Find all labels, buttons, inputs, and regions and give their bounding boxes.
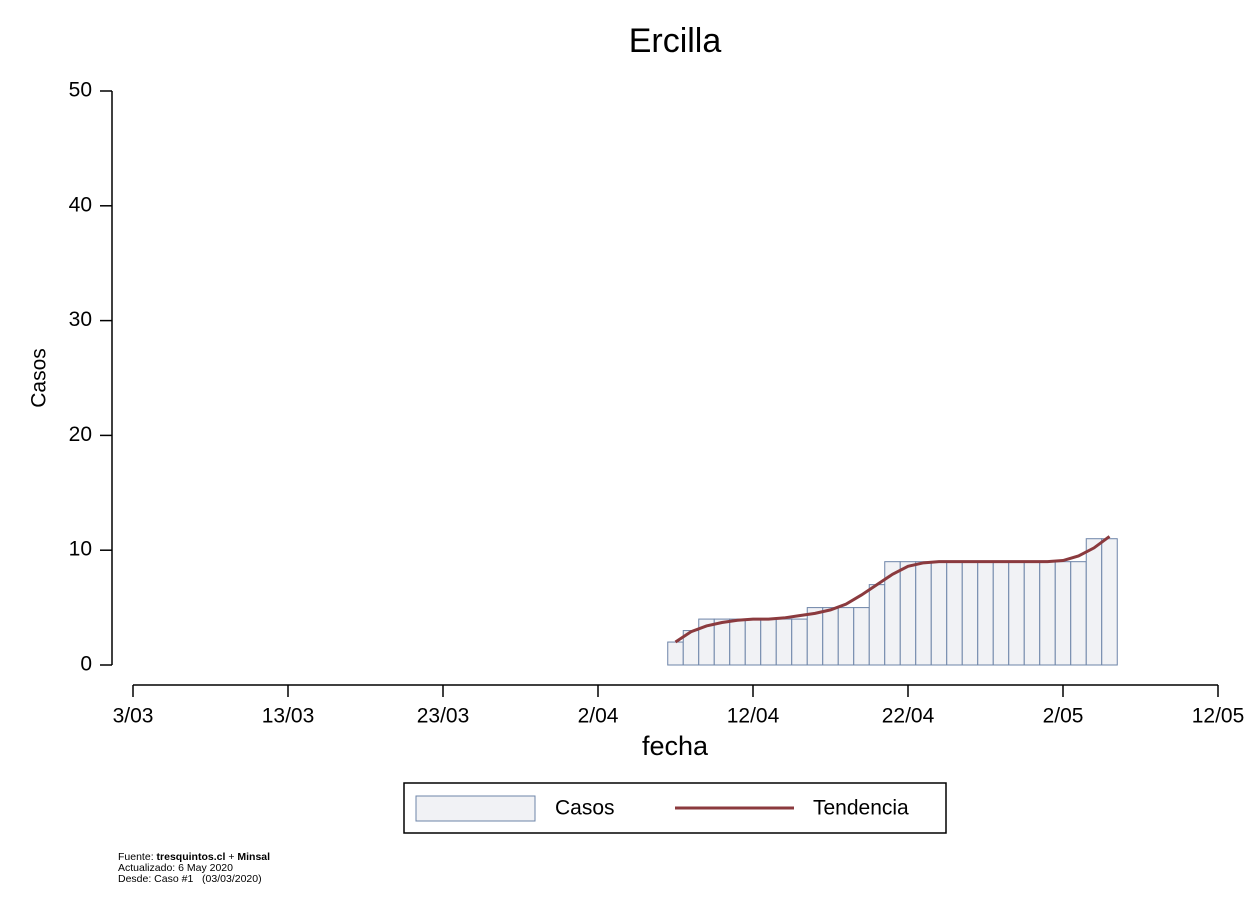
bar [1023,561,1041,666]
bar [744,618,762,666]
x-tick-label: 2/05 [1043,705,1084,728]
y-axis-label: Casos [28,348,51,408]
x-tick-label: 3/03 [113,705,154,728]
y-tick-label: 20 [69,423,92,446]
chart-title: Ercilla [629,22,722,60]
bar [729,618,746,666]
bar [977,561,994,666]
bar [1085,538,1103,666]
bar [868,584,886,666]
bar [806,607,824,666]
x-tick-label: 12/05 [1192,705,1245,728]
footer-text: tresquintos.cl [156,851,226,863]
x-tick-label: 23/03 [417,705,470,728]
bar [946,561,963,666]
legend-label: Tendencia [813,797,909,820]
bar [853,607,870,666]
footer-text: Minsal [237,851,271,863]
footer: Fuente: tresquintos.cl + Minsal Actualiz… [118,852,270,885]
x-axis-label: fecha [642,731,709,761]
y-tick-label: 10 [69,538,92,561]
bar [760,618,777,666]
bar [1008,561,1025,666]
bar [992,561,1010,666]
bar [837,607,855,666]
bar [1039,561,1056,666]
legend-label: Casos [555,797,615,820]
bar [930,561,948,666]
bar [775,618,793,666]
bar [1054,561,1072,666]
y-tick-label: 30 [69,308,92,331]
legend-swatch [415,795,536,822]
footer-source: Fuente: tresquintos.cl + Minsal [118,852,270,863]
bar [1101,538,1118,666]
x-tick-label: 13/03 [262,705,315,728]
y-tick-label: 50 [69,79,92,102]
bar [713,618,731,666]
x-tick-label: 2/04 [578,705,619,728]
bar [961,561,979,666]
y-tick-label: 0 [80,653,92,676]
bar [667,641,684,666]
y-tick-label: 40 [69,193,92,216]
bar [1070,561,1087,666]
x-tick-label: 22/04 [882,705,935,728]
trend-line [674,535,1111,644]
x-tick-label: 12/04 [727,705,780,728]
chart: Ercilla fecha Casos 0 10 20 30 40 50 3/03 13/03… [28,22,1245,834]
bar [791,618,808,666]
bar [915,561,932,666]
bar [899,561,917,666]
footer-text: Fuente: [118,851,154,863]
footer-text: + [228,851,235,863]
bar [822,607,839,666]
footer-text: Actualizado: 6 May 2020 [118,862,233,874]
footer-text: Desde: Caso #1 (03/03/2020) [118,873,262,885]
